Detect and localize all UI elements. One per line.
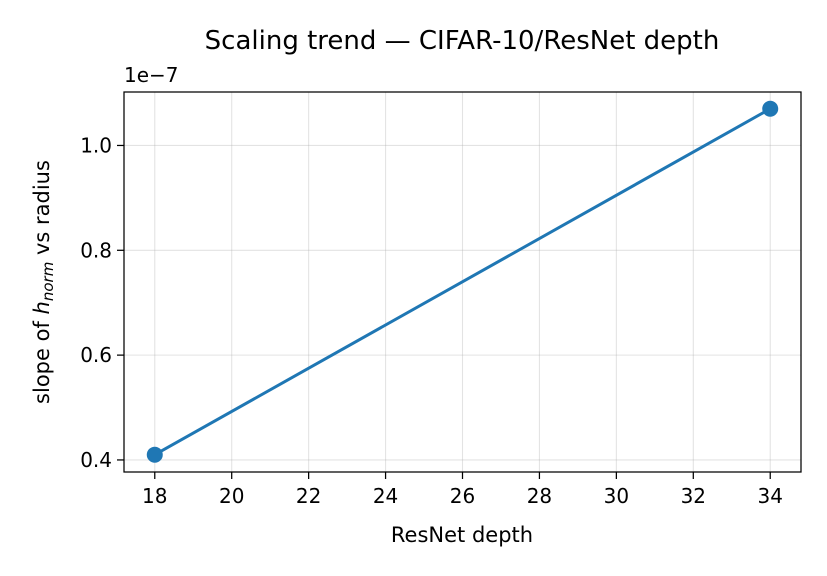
y-tick-label: 0.4 xyxy=(80,448,112,472)
y-axis-label-suffix: vs radius xyxy=(30,160,54,262)
ticks: 18 20 22 24 26 28 30 32 34 0.4 0.6 0.8 1.0 xyxy=(80,133,783,508)
series-layer xyxy=(146,100,779,463)
x-tick-label: 32 xyxy=(681,484,706,508)
chart-title: Scaling trend — CIFAR-10/ResNet depth xyxy=(205,26,720,56)
data-point xyxy=(762,100,779,117)
x-tick-label: 28 xyxy=(527,484,552,508)
y-tick-label: 0.6 xyxy=(80,343,112,367)
x-tick-label: 18 xyxy=(142,484,167,508)
y-axis-label-subscript: norm xyxy=(39,262,57,301)
gridlines xyxy=(124,92,801,472)
y-tick-label: 1.0 xyxy=(80,133,112,157)
y-tick-label: 0.8 xyxy=(80,238,112,262)
x-tick-label: 26 xyxy=(450,484,475,508)
series-line xyxy=(153,107,772,457)
y-offset-label: 1e−7 xyxy=(124,63,179,87)
x-tick-label: 22 xyxy=(296,484,321,508)
y-axis-label-variable: h xyxy=(30,301,54,314)
y-axis-label: slope of hnorm vs radius xyxy=(30,160,57,404)
x-tick-label: 20 xyxy=(219,484,244,508)
x-tick-label: 24 xyxy=(373,484,398,508)
x-tick-label: 30 xyxy=(604,484,629,508)
data-point xyxy=(146,446,163,463)
x-axis-label: ResNet depth xyxy=(391,523,533,547)
y-axis-label-prefix: slope of xyxy=(30,314,54,403)
x-tick-label: 34 xyxy=(758,484,783,508)
